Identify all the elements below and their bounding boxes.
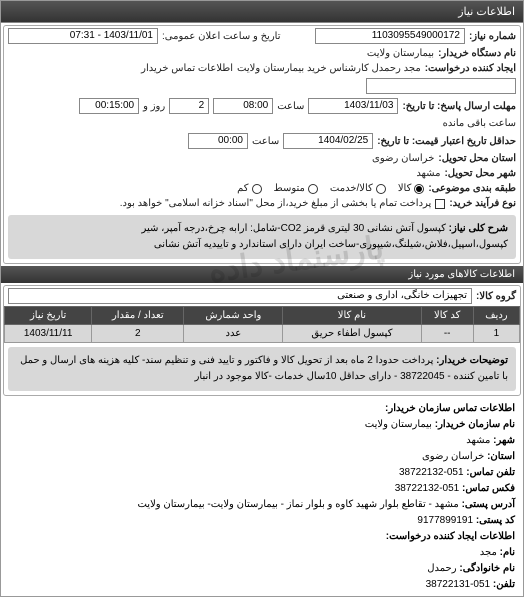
request-number-field[interactable]: 1103095549000172: [315, 28, 465, 44]
td-code: --: [421, 325, 473, 343]
header-title: اطلاعات نیاز: [1, 1, 523, 23]
radio-service-item[interactable]: کالا/خدمت: [330, 183, 386, 194]
td-unit: عدد: [184, 325, 283, 343]
requester-title: اطلاعات ایجاد کننده درخواست:: [386, 531, 515, 542]
footer-phone: 051-38722132: [399, 467, 464, 478]
package-type-radios: کالا کالا/خدمت متوسط کم: [237, 183, 424, 194]
radio-service-label: کالا/خدمت: [330, 183, 373, 194]
radio-goods-item[interactable]: کالا: [398, 183, 425, 194]
province-label: استان محل تحویل:: [438, 153, 516, 164]
footer-province: خراسان رضوی: [422, 451, 484, 462]
remaining-time-label: ساعت باقی مانده: [443, 118, 516, 129]
city-value: مشهد: [416, 168, 440, 179]
deadline-time-field[interactable]: 08:00: [213, 98, 273, 114]
th-code: کد کالا: [421, 307, 473, 325]
process-checkbox[interactable]: [435, 199, 445, 209]
time-label-1: ساعت: [277, 101, 304, 112]
goods-table: ردیف کد کالا نام کالا واحد شمارش تعداد /…: [4, 306, 520, 343]
time-label-2: ساعت: [252, 136, 279, 147]
footer-postcode: 9177899191: [417, 515, 473, 526]
buyer-notes-box: توضیحات خریدار: پرداخت حدودا 2 ماه بعد ا…: [8, 347, 516, 391]
package-type-label: طبقه بندی موضوعی:: [428, 183, 516, 194]
announce-date-field[interactable]: 1403/11/01 - 07:31: [8, 28, 158, 44]
main-container: اطلاعات نیاز شماره نیاز: 110309554900017…: [0, 0, 524, 597]
process-note: پرداخت تمام یا بخشی از مبلغ خرید،از محل …: [120, 198, 432, 209]
buyer-org-value: بیمارستان ولایت: [367, 48, 434, 59]
footer-province-label: استان:: [487, 451, 515, 462]
desc-label: شرح کلی نیاز:: [449, 223, 508, 234]
contact-title: اطلاعات تماس سازمان خریدار:: [385, 403, 515, 414]
footer-postal: مشهد - تقاطع بلوار شهید کاوه و بلوار نما…: [137, 499, 458, 510]
footer-fax: 051-38722132: [395, 483, 460, 494]
requester-label: ایجاد کننده درخواست:: [425, 63, 516, 74]
deadline-send-label: مهلت ارسال پاسخ: تا تاریخ:: [402, 101, 516, 112]
footer-phone-label: تلفن تماس:: [466, 467, 515, 478]
radio-service[interactable]: [376, 184, 386, 194]
th-unit: واحد شمارش: [184, 307, 283, 325]
radio-low[interactable]: [252, 184, 262, 194]
footer-org-label: نام سازمان خریدار:: [435, 419, 515, 430]
radio-goods[interactable]: [414, 184, 424, 194]
buyer-notes-text: پرداخت حدودا 2 ماه بعد از تحویل کالا و ف…: [20, 355, 508, 382]
td-qty: 2: [92, 325, 184, 343]
buyer-notes-label: توضیحات خریدار:: [436, 355, 508, 366]
td-row: 1: [473, 325, 519, 343]
radio-avg-label: متوسط: [274, 183, 305, 194]
th-row: ردیف: [473, 307, 519, 325]
requester-value: مجد رحمدل کارشناس خرید بیمارستان ولایت: [237, 63, 421, 74]
description-box: شرح کلی نیاز: کپسول آتش نشانی 30 لیتری ق…: [8, 215, 516, 259]
goods-section-title: اطلاعات کالاهای مورد نیاز: [1, 266, 523, 283]
td-name: کپسول اطفاء حریق: [283, 325, 421, 343]
footer-city-label: شهر:: [493, 435, 515, 446]
validity-date-field[interactable]: 1404/02/25: [283, 133, 373, 149]
remaining-days-field[interactable]: 2: [169, 98, 209, 114]
footer-phone2-label: تلفن:: [493, 579, 515, 590]
th-qty: تعداد / مقدار: [92, 307, 184, 325]
radio-low-item[interactable]: کم: [237, 183, 261, 194]
validity-label: حداقل تاریخ اعتبار قیمت: تا تاریخ:: [377, 136, 516, 147]
footer-city: مشهد: [466, 435, 490, 446]
form-section: شماره نیاز: 1103095549000172 تاریخ و ساع…: [3, 25, 521, 264]
days-label: روز و: [143, 101, 165, 112]
footer-org: بیمارستان ولایت: [365, 419, 432, 430]
footer-postcode-label: کد پستی:: [476, 515, 515, 526]
footer-family-label: نام خانوادگی:: [459, 563, 515, 574]
province-value: خراسان رضوی: [372, 153, 434, 164]
footer-fax-label: فکس تماس:: [462, 483, 515, 494]
footer-phone2: 051-38722131: [426, 579, 491, 590]
footer-family: رحمدل: [427, 563, 456, 574]
radio-low-label: کم: [237, 183, 248, 194]
th-name: نام کالا: [283, 307, 421, 325]
footer-contact: اطلاعات تماس سازمان خریدار: نام سازمان خ…: [1, 398, 523, 596]
td-date: 1403/11/11: [5, 325, 92, 343]
footer-postal-label: آدرس پستی:: [462, 499, 515, 510]
buyer-org-label: نام دستگاه خریدار:: [438, 48, 516, 59]
goods-section: گروه کالا: تجهیزات خانگی، اداری و صنعتی …: [3, 285, 521, 396]
radio-avg-item[interactable]: متوسط: [274, 183, 318, 194]
radio-goods-label: کالا: [398, 183, 412, 194]
goods-group-field[interactable]: تجهیزات خانگی، اداری و صنعتی: [8, 288, 472, 304]
table-row: 1 -- کپسول اطفاء حریق عدد 2 1403/11/11: [5, 325, 520, 343]
footer-name: مجد: [480, 547, 497, 558]
remaining-time-field[interactable]: 00:15:00: [79, 98, 139, 114]
request-number-label: شماره نیاز:: [469, 31, 516, 42]
announce-date-label: تاریخ و ساعت اعلان عمومی:: [162, 31, 281, 42]
validity-time-field[interactable]: 00:00: [188, 133, 248, 149]
process-type-label: نوع فرآیند خرید:: [449, 198, 516, 209]
deadline-date-field[interactable]: 1403/11/03: [308, 98, 398, 114]
footer-name-label: نام:: [500, 547, 515, 558]
th-date: تاریخ نیاز: [5, 307, 92, 325]
contact-field[interactable]: [366, 78, 516, 94]
city-label: شهر محل تحویل:: [444, 168, 516, 179]
radio-avg[interactable]: [308, 184, 318, 194]
contact-label: اطلاعات تماس خریدار: [141, 63, 233, 74]
goods-group-label: گروه کالا:: [476, 291, 516, 302]
